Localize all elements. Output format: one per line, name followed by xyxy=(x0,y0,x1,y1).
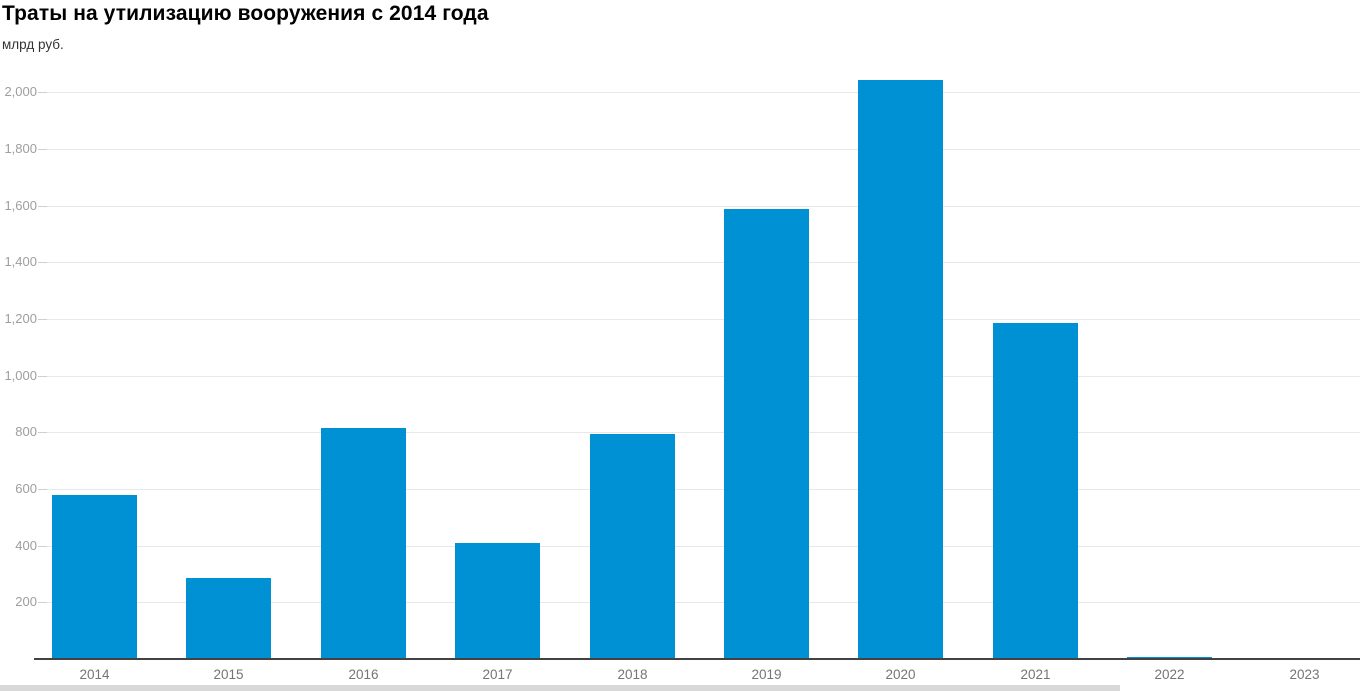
y-axis-label-1800: 1,800 xyxy=(4,141,37,156)
y-tick-1200 xyxy=(38,319,47,320)
y-axis-label-1400: 1,400 xyxy=(4,254,37,269)
y-axis-label-1000: 1,000 xyxy=(4,368,37,383)
gridline-1200 xyxy=(47,319,1360,320)
gridline-2000 xyxy=(47,92,1360,93)
chart-unit-label: млрд руб. xyxy=(2,37,64,52)
x-axis-label-2019: 2019 xyxy=(751,667,782,682)
y-axis-label-2000: 2,000 xyxy=(4,84,37,99)
gridline-200 xyxy=(47,602,1360,603)
x-axis-line xyxy=(34,658,1360,660)
y-axis-label-600: 600 xyxy=(15,481,37,496)
y-tick-1000 xyxy=(38,376,47,377)
bar-2014 xyxy=(52,494,137,659)
gridline-1600 xyxy=(47,206,1360,207)
x-axis-label-2017: 2017 xyxy=(482,667,513,682)
gridline-1400 xyxy=(47,262,1360,263)
gridline-400 xyxy=(47,546,1360,547)
x-axis-label-2014: 2014 xyxy=(79,667,110,682)
bar-2015 xyxy=(186,578,271,659)
bottom-strip xyxy=(0,685,1120,691)
y-axis-label-800: 800 xyxy=(15,424,37,439)
x-axis-label-2016: 2016 xyxy=(348,667,379,682)
y-axis-label-1600: 1,600 xyxy=(4,198,37,213)
chart-title: Траты на утилизацию вооружения с 2014 го… xyxy=(2,2,489,25)
y-tick-1400 xyxy=(38,262,47,263)
y-axis-label-1200: 1,200 xyxy=(4,311,37,326)
bar-2020 xyxy=(858,79,943,659)
bar-2019 xyxy=(724,208,809,659)
y-axis-label-200: 200 xyxy=(15,594,37,609)
gridline-1000 xyxy=(47,376,1360,377)
gridline-600 xyxy=(47,489,1360,490)
y-tick-200 xyxy=(38,602,47,603)
bar-2021 xyxy=(993,323,1078,659)
x-axis-label-2018: 2018 xyxy=(617,667,648,682)
gridline-1800 xyxy=(47,149,1360,150)
y-tick-2000 xyxy=(38,92,47,93)
bar-2016 xyxy=(321,428,406,659)
x-axis-label-2021: 2021 xyxy=(1020,667,1051,682)
x-axis-label-2015: 2015 xyxy=(213,667,244,682)
y-tick-1800 xyxy=(38,149,47,150)
bar-2017 xyxy=(455,542,540,659)
y-tick-400 xyxy=(38,546,47,547)
y-tick-600 xyxy=(38,489,47,490)
x-axis-label-2020: 2020 xyxy=(885,667,916,682)
gridline-800 xyxy=(47,432,1360,433)
y-tick-800 xyxy=(38,432,47,433)
y-axis-label-400: 400 xyxy=(15,538,37,553)
x-axis-label-2023: 2023 xyxy=(1289,667,1320,682)
y-tick-1600 xyxy=(38,206,47,207)
x-axis-label-2022: 2022 xyxy=(1154,667,1185,682)
bar-2022 xyxy=(1127,656,1212,659)
bar-2018 xyxy=(590,433,675,659)
